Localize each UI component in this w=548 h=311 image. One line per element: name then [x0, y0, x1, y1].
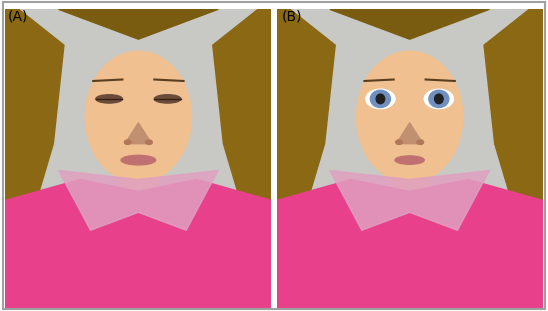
Ellipse shape: [417, 140, 424, 144]
Polygon shape: [59, 9, 218, 39]
Polygon shape: [213, 9, 271, 254]
Text: (A): (A): [8, 9, 28, 23]
Polygon shape: [125, 123, 152, 144]
Ellipse shape: [121, 155, 156, 165]
Bar: [120, 162, 157, 188]
Ellipse shape: [146, 140, 152, 144]
Polygon shape: [484, 9, 543, 254]
Bar: [277, 287, 543, 308]
Polygon shape: [277, 9, 335, 254]
Ellipse shape: [376, 94, 385, 104]
Bar: [391, 162, 428, 188]
Ellipse shape: [396, 140, 402, 144]
Bar: [5, 287, 271, 308]
Polygon shape: [59, 170, 218, 230]
Ellipse shape: [155, 95, 181, 103]
Polygon shape: [330, 9, 489, 39]
Ellipse shape: [429, 90, 449, 108]
Ellipse shape: [96, 95, 122, 103]
Ellipse shape: [356, 51, 463, 183]
Ellipse shape: [366, 89, 395, 109]
Ellipse shape: [124, 140, 131, 144]
Ellipse shape: [435, 94, 443, 104]
Ellipse shape: [395, 156, 424, 164]
Text: (B): (B): [282, 9, 302, 23]
Polygon shape: [5, 179, 271, 308]
Polygon shape: [330, 170, 489, 230]
Ellipse shape: [370, 90, 390, 108]
Polygon shape: [5, 9, 64, 254]
Ellipse shape: [85, 51, 192, 183]
Ellipse shape: [424, 89, 454, 109]
Polygon shape: [396, 123, 423, 144]
Polygon shape: [277, 179, 543, 308]
